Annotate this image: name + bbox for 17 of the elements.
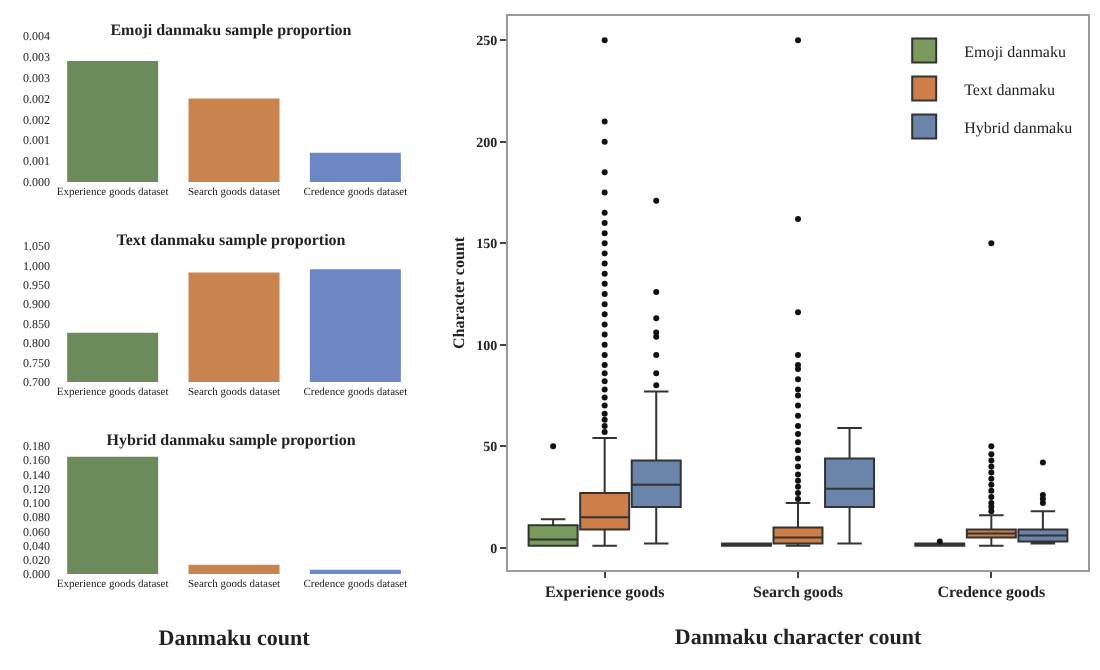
bar (67, 456, 159, 574)
bar (309, 152, 401, 182)
x-tick-label: Search goods (753, 583, 843, 602)
chart-title: Hybrid danmaku sample proportion (106, 431, 357, 450)
x-tick-label: Experience goods (544, 583, 665, 602)
legend-label: Hybrid danmaku (964, 118, 1073, 137)
x-axis-title: Danmaku count (158, 627, 311, 652)
chart-title: Emoji danmaku sample proportion (110, 21, 353, 40)
bar (188, 564, 280, 574)
bar (67, 61, 159, 182)
chart-title: Text danmaku sample proportion (116, 231, 347, 250)
legend-label: Text danmaku (964, 80, 1056, 99)
bar (188, 98, 280, 182)
legend-label: Emoji danmaku (964, 42, 1066, 61)
x-tick-label: Credence goods (937, 583, 1046, 602)
y-axis-title: Character count (449, 236, 468, 350)
x-axis-title: Danmaku character count (674, 625, 922, 650)
